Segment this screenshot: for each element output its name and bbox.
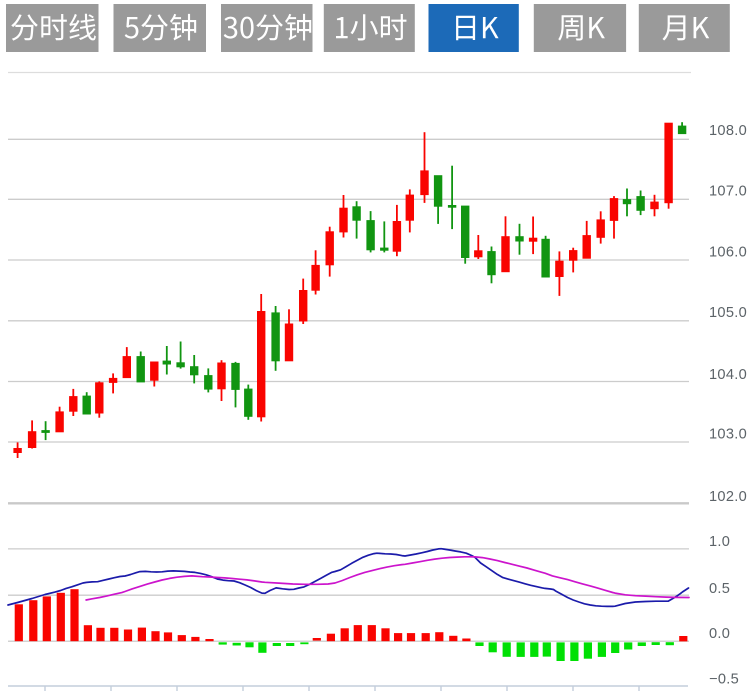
- svg-text:104.0: 104.0: [709, 367, 747, 383]
- svg-text:1.0: 1.0: [709, 534, 730, 550]
- svg-text:103.0: 103.0: [709, 426, 747, 442]
- svg-text:105.0: 105.0: [709, 305, 747, 321]
- svg-text:0.5: 0.5: [709, 581, 730, 597]
- svg-text:0.0: 0.0: [709, 626, 730, 642]
- svg-text:106.0: 106.0: [709, 244, 747, 260]
- svg-text:−0.5: −0.5: [709, 672, 739, 688]
- svg-text:107.0: 107.0: [709, 183, 747, 199]
- svg-text:102.0: 102.0: [709, 489, 747, 505]
- svg-text:108.0: 108.0: [709, 123, 747, 139]
